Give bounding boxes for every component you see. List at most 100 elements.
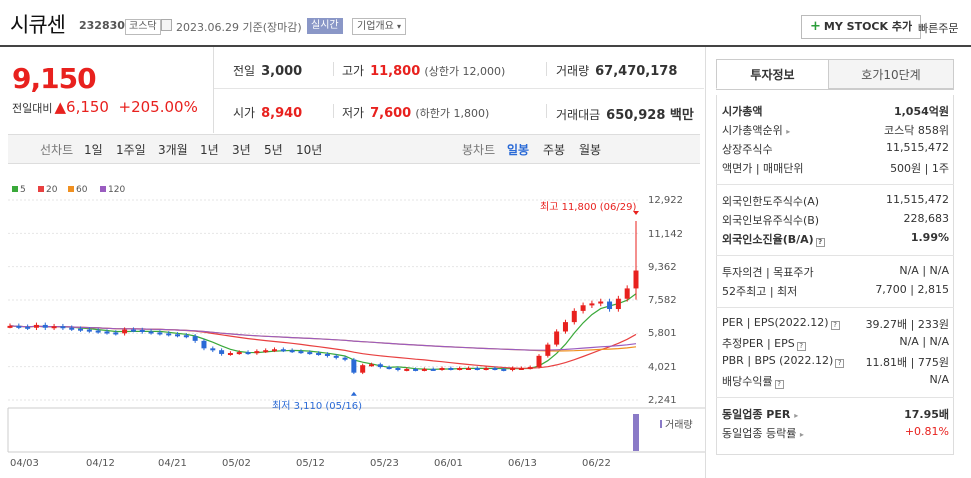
candle bbox=[351, 359, 357, 373]
w52-label: 52주최고 | 최저 bbox=[722, 285, 798, 298]
divider bbox=[716, 397, 954, 398]
company-overview-dropdown[interactable]: 기업개요 ▾ bbox=[352, 18, 407, 35]
candle bbox=[580, 305, 586, 311]
x-tick: 04/12 bbox=[86, 458, 115, 469]
candle bbox=[562, 322, 568, 332]
candle bbox=[69, 327, 75, 330]
stock-code: 232830 bbox=[79, 19, 125, 32]
candle bbox=[342, 357, 348, 360]
candle bbox=[439, 367, 445, 370]
volume: 거래량 67,470,178 bbox=[556, 64, 678, 79]
period-10y[interactable]: 10년 bbox=[296, 143, 323, 157]
base-date: 2023.06.29 기준(장마감) bbox=[176, 21, 302, 34]
candle bbox=[316, 353, 322, 356]
pbr-label[interactable]: PBR | BPS (2022.12)? bbox=[722, 354, 845, 368]
tab-invest-info[interactable]: 투자정보 bbox=[716, 59, 829, 89]
foreign-limit-label: 외국인한도주식수(A) bbox=[722, 195, 820, 208]
industry-per-label[interactable]: 동일업종 PER ▸ bbox=[722, 408, 799, 421]
period-1y[interactable]: 1년 bbox=[200, 143, 219, 157]
foreign-rate-label[interactable]: 외국인소진율(B/A)? bbox=[722, 231, 825, 247]
price-change: 전일대비 ▲6,150 +205.00% bbox=[12, 98, 198, 116]
foreign-hold-label: 외국인보유주식수(B) bbox=[722, 214, 820, 227]
candle bbox=[104, 331, 110, 334]
cap-rank-label[interactable]: 시가총액순위 ▸ bbox=[722, 124, 791, 137]
candle bbox=[113, 332, 119, 335]
candle-weekly[interactable]: 주봉 bbox=[543, 143, 566, 157]
industry-rate: +0.81% bbox=[904, 425, 949, 438]
x-tick: 05/12 bbox=[296, 458, 325, 469]
candle bbox=[368, 364, 374, 367]
candle bbox=[510, 367, 516, 370]
tab-order-book[interactable]: 호가10단계 bbox=[828, 59, 954, 89]
candle bbox=[404, 368, 410, 371]
divider bbox=[546, 62, 547, 76]
divider bbox=[333, 62, 334, 76]
candle bbox=[175, 334, 181, 337]
period-1w[interactable]: 1주일 bbox=[116, 143, 146, 157]
shares: 11,515,472 bbox=[886, 141, 949, 154]
candle bbox=[598, 301, 604, 304]
per-label[interactable]: PER | EPS(2022.12)? bbox=[722, 316, 840, 330]
foreign-limit: 11,515,472 bbox=[886, 193, 949, 206]
candle bbox=[483, 367, 489, 370]
candle bbox=[589, 303, 595, 306]
candle bbox=[527, 367, 533, 370]
candle bbox=[395, 367, 401, 370]
per: 39.27배 | 233원 bbox=[865, 318, 949, 331]
y-tick: 4,021 bbox=[648, 362, 677, 373]
candle bbox=[254, 351, 260, 354]
divider bbox=[716, 307, 954, 308]
y-tick: 11,142 bbox=[648, 229, 683, 240]
candle bbox=[386, 367, 392, 370]
candle bbox=[130, 329, 136, 332]
period-1d[interactable]: 1일 bbox=[84, 143, 103, 157]
par-label: 액면가 | 매매단위 bbox=[722, 162, 804, 175]
candle bbox=[227, 353, 233, 356]
low-annotation: 최저 3,110 (05/16) bbox=[272, 401, 363, 412]
candle bbox=[33, 324, 39, 328]
candle bbox=[298, 351, 304, 354]
open-price: 시가 8,940 bbox=[233, 106, 303, 121]
opinion-label: 투자의견 | 목표주가 bbox=[722, 266, 814, 279]
candle-monthly[interactable]: 월봉 bbox=[579, 143, 602, 157]
industry-rate-label[interactable]: 동일업종 등락률 ▸ bbox=[722, 427, 804, 440]
chevron-right-icon: ▸ bbox=[786, 127, 791, 136]
period-3y[interactable]: 3년 bbox=[232, 143, 251, 157]
line-chart-label[interactable]: 선차트 bbox=[40, 143, 74, 157]
candle bbox=[633, 270, 639, 279]
help-icon: ? bbox=[796, 342, 806, 351]
invest-panel bbox=[716, 95, 954, 455]
candle-chart-label[interactable]: 봉차트 bbox=[462, 143, 496, 157]
period-5y[interactable]: 5년 bbox=[264, 143, 283, 157]
candle bbox=[95, 330, 101, 333]
volume-bar bbox=[633, 414, 639, 451]
candle bbox=[448, 367, 454, 370]
candle-daily[interactable]: 일봉 bbox=[507, 143, 530, 157]
est-per: N/A | N/A bbox=[899, 335, 949, 348]
x-tick: 06/01 bbox=[434, 458, 463, 469]
est-per-label[interactable]: 추정PER | EPS? bbox=[722, 335, 806, 351]
candle bbox=[457, 367, 463, 370]
y-tick: 7,582 bbox=[648, 295, 677, 306]
realtime-button[interactable]: 실시간 bbox=[307, 18, 343, 34]
candle bbox=[263, 350, 269, 353]
candle bbox=[545, 344, 551, 356]
candle bbox=[324, 353, 330, 356]
divider bbox=[546, 104, 547, 118]
foreign-hold: 228,683 bbox=[903, 212, 950, 225]
quick-order-button[interactable]: 빠른주문 bbox=[918, 22, 959, 35]
div-label[interactable]: 배당수익률? bbox=[722, 373, 784, 389]
divider bbox=[333, 104, 334, 118]
opinion: N/A | N/A bbox=[899, 264, 949, 277]
candle bbox=[360, 365, 366, 373]
legend-ma60: 60 bbox=[68, 185, 87, 195]
high-price: 고가 11,800 (상한가 12,000) bbox=[342, 64, 506, 79]
ma20-line bbox=[9, 325, 637, 370]
market-badge: 코스닥 bbox=[125, 18, 161, 35]
low-marker-icon bbox=[350, 391, 357, 396]
candle bbox=[554, 331, 560, 345]
my-stock-add-button[interactable]: + MY STOCK 추가 bbox=[801, 15, 922, 39]
candle bbox=[307, 352, 313, 355]
candle bbox=[236, 352, 242, 355]
period-3m[interactable]: 3개월 bbox=[158, 143, 188, 157]
